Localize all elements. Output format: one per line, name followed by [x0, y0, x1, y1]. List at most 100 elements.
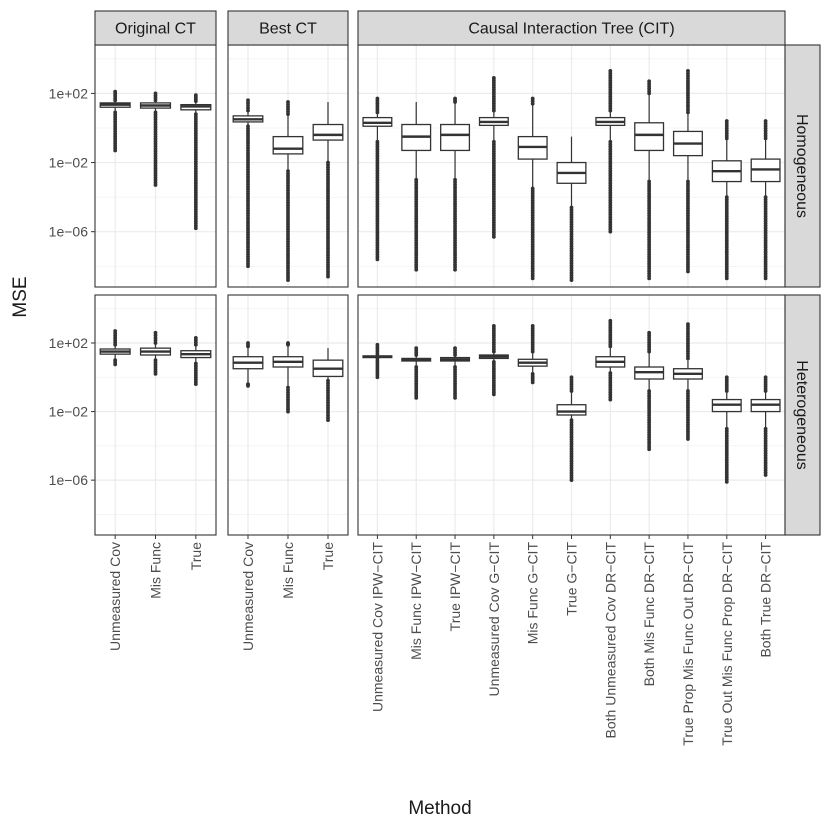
strip-label: Homogeneous — [793, 114, 810, 218]
box-9 — [672, 322, 703, 441]
strip-column-3: Causal Interaction Tree (CIT) — [357, 10, 786, 46]
box-2 — [401, 346, 432, 400]
box-1 — [99, 89, 131, 153]
x-tick-label: True IPW−CIT — [447, 542, 463, 632]
box-2 — [139, 330, 172, 376]
strips-layer: Original CT Best CT Causal Interaction Tre… — [94, 10, 821, 536]
box-2 — [139, 91, 172, 187]
panel-heterogeneous-2 — [227, 294, 349, 536]
panel-heterogeneous-3 — [357, 294, 786, 536]
outlier-point — [453, 395, 457, 400]
strip-label: Causal Interaction Tree (CIT) — [468, 21, 674, 38]
box-6 — [556, 136, 587, 282]
box-4 — [478, 323, 509, 397]
box-1 — [232, 341, 264, 388]
panels-layer — [94, 44, 786, 536]
strip-row-homogeneous: Homogeneous — [784, 44, 821, 288]
y-tick-label: 1e−02 — [49, 404, 89, 420]
box-4 — [478, 75, 509, 239]
x-tick-label: True Out Mis Func Prop DR−CIT — [719, 542, 735, 746]
x-tick-label: Unmeasured Cov — [107, 542, 123, 651]
y-tick-label: 1e−06 — [49, 472, 89, 488]
outlier-point — [530, 380, 535, 385]
x-tick-label: True — [320, 542, 336, 570]
x-tick-label: Mis Func — [148, 542, 164, 599]
box-3 — [180, 93, 212, 231]
x-tick-label: Both Mis Func DR−CIT — [641, 542, 657, 687]
outlier-point — [647, 447, 652, 452]
x-axis-title: Method — [408, 798, 471, 819]
x-tick-label: True — [188, 542, 204, 570]
outlier-point — [530, 276, 535, 281]
outlier-point — [491, 234, 496, 239]
outlier-point — [453, 267, 457, 272]
box-iqr — [440, 123, 471, 152]
outlier-point — [569, 278, 574, 282]
box-7 — [595, 318, 626, 402]
x-tick-label: True Prop Mis Func Out DR−CIT — [680, 542, 696, 746]
outlier-point — [763, 276, 768, 281]
outlier-point — [375, 257, 380, 262]
panel-homogeneous-3 — [357, 44, 786, 288]
box-10 — [711, 375, 742, 484]
box-9 — [672, 69, 703, 274]
outlier-point — [686, 269, 690, 274]
y-tick-label: 1e−02 — [49, 155, 89, 171]
box-1 — [362, 96, 393, 262]
strip-background — [357, 10, 786, 46]
strip-column-2: Best CT — [227, 10, 349, 46]
box-3 — [440, 346, 471, 400]
outlier-point — [724, 276, 729, 281]
y-tick-label: 1e+02 — [49, 85, 89, 101]
box-11 — [750, 375, 781, 477]
outlier-point — [193, 226, 198, 231]
box-iqr — [556, 404, 587, 416]
panel-homogeneous-1 — [94, 44, 217, 288]
box-1 — [362, 342, 393, 380]
panel-homogeneous-2 — [227, 44, 349, 288]
box-7 — [595, 69, 626, 234]
outlier-point — [414, 395, 419, 400]
box-2 — [401, 102, 432, 272]
box-1 — [232, 98, 264, 269]
strip-label: Original CT — [115, 21, 196, 38]
x-tick-label: Both Unmeasured Cov DR−CIT — [602, 542, 618, 739]
x-tick-label: Mis Func IPW−CIT — [408, 542, 424, 660]
box-3 — [440, 96, 471, 272]
box-5 — [517, 96, 548, 281]
outlier-point — [647, 276, 652, 281]
axes-layer: 1e+02 1e−02 1e−06 Unmeasured Cov Mis Func Tru… — [49, 85, 774, 745]
box-2 — [272, 100, 304, 282]
box-8 — [634, 330, 665, 452]
outlier-point — [326, 274, 330, 279]
strip-background — [94, 10, 217, 46]
panel-heterogeneous-1 — [94, 294, 217, 536]
outlier-point — [569, 478, 574, 483]
box-6 — [556, 375, 587, 483]
outlier-point — [326, 418, 330, 423]
outlier-point — [153, 183, 158, 187]
outlier-point — [686, 437, 690, 441]
x-tick-label: Unmeasured Cov IPW−CIT — [369, 542, 385, 712]
x-tick-label: Unmeasured Cov G−CIT — [486, 542, 502, 697]
strip-label: Heterogeneous — [793, 360, 810, 469]
outlier-point — [153, 371, 158, 376]
box-1 — [99, 329, 131, 367]
outlier-point — [724, 479, 729, 484]
outlier-point — [608, 397, 613, 402]
outlier-point — [608, 229, 613, 234]
outlier-point — [113, 362, 118, 367]
strip-row-heterogeneous: Heterogeneous — [784, 294, 821, 536]
outlier-point — [414, 267, 419, 272]
outlier-point — [286, 278, 290, 282]
box-3 — [180, 335, 212, 387]
box-iqr — [634, 122, 665, 152]
box-2 — [272, 341, 304, 414]
outlier-point — [286, 409, 290, 414]
box-5 — [517, 323, 548, 385]
x-tick-label: True G−CIT — [564, 542, 580, 616]
box-iqr — [272, 135, 304, 155]
strip-background — [784, 294, 821, 536]
box-3 — [312, 348, 344, 423]
outlier-point — [113, 148, 118, 153]
